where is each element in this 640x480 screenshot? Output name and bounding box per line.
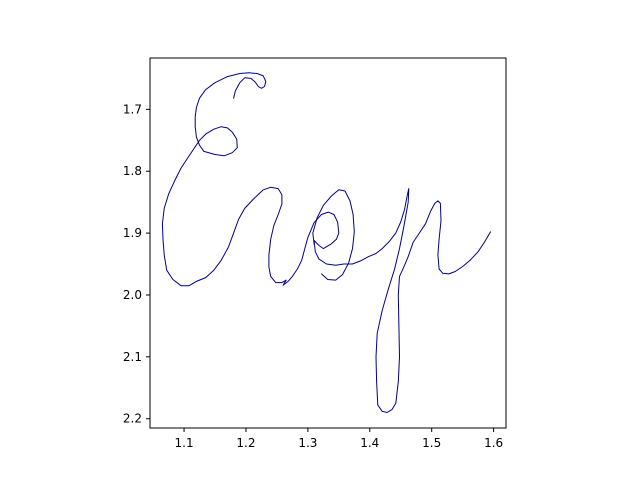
series-line-1 (161, 72, 491, 413)
y-tick-label: 1.8 (123, 164, 142, 178)
y-tick-label: 1.9 (123, 226, 142, 240)
axes-frame (149, 57, 507, 429)
x-tick-label: 1.5 (422, 436, 441, 450)
x-tick-label: 1.1 (175, 436, 194, 450)
x-tick-label: 1.6 (484, 436, 503, 450)
y-tick-label: 2.2 (123, 412, 142, 426)
x-tick-label: 1.2 (236, 436, 255, 450)
y-tick-label: 1.7 (123, 102, 142, 116)
y-tick-label: 2.1 (123, 350, 142, 364)
axes-layer: 1.1 1.2 1.3 1.4 1.5 1.6 1.7 1.8 1.9 2.0 2.1 2.2 (123, 57, 507, 450)
x-tick-label: 1.3 (298, 436, 317, 450)
series-line-2 (312, 189, 355, 281)
series-layer (161, 72, 491, 413)
x-tick-label: 1.4 (360, 436, 379, 450)
y-tick-label: 2.0 (123, 288, 142, 302)
